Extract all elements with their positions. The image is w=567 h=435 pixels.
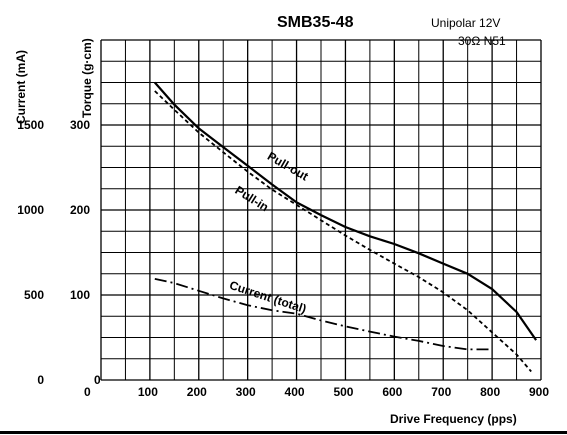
spec-line-1: Unipolar 12V	[431, 16, 501, 30]
torque-tick-label: 100	[70, 288, 91, 302]
torque-tick-label: 0	[94, 373, 101, 387]
spec-line-2: 30Ω N51	[458, 34, 506, 48]
current-tick-label: 0	[37, 373, 44, 387]
series-line-pull-in	[154, 90, 532, 373]
x-tick-label: 200	[186, 385, 207, 399]
current-tick-label: 1500	[17, 118, 44, 132]
x-tick-label: 800	[480, 385, 501, 399]
current-tick-label: 1000	[17, 203, 44, 217]
current-axis-title: Current (mA)	[14, 50, 28, 124]
x-tick-label: 400	[284, 385, 305, 399]
grid	[100, 39, 542, 381]
current-tick-label: 500	[23, 288, 44, 302]
x-tick-label: 300	[235, 385, 256, 399]
x-tick-label: 900	[529, 385, 550, 399]
page-rule	[0, 431, 567, 434]
chart-title: SMB35-48	[277, 14, 354, 31]
series-line-pull-out	[153, 81, 538, 341]
torque-tick-label: 300	[70, 118, 91, 132]
x-tick-label: 100	[137, 385, 158, 399]
x-tick-label: 500	[333, 385, 354, 399]
x-axis-title: Drive Frequency (pps)	[390, 412, 517, 426]
x-tick-label: 0	[84, 385, 91, 399]
torque-axis-title: Torque (g·cm)	[80, 38, 94, 118]
x-tick-label: 600	[382, 385, 403, 399]
torque-tick-label: 200	[70, 203, 91, 217]
x-tick-label: 700	[431, 385, 452, 399]
series-lines	[153, 81, 538, 373]
series-line-current-total	[154, 278, 493, 351]
